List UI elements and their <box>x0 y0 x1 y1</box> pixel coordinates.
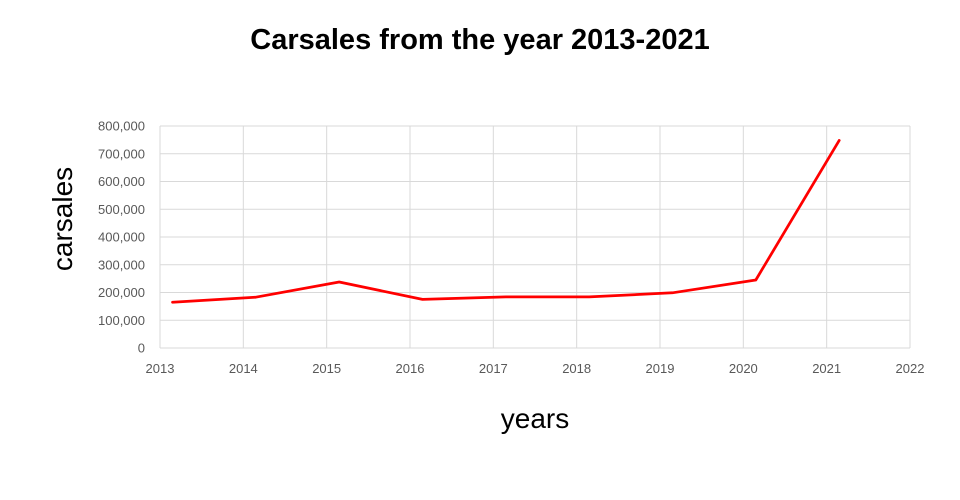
x-tick-label: 2016 <box>396 361 425 376</box>
x-tick-label: 2014 <box>229 361 258 376</box>
y-tick-label: 100,000 <box>98 313 145 328</box>
y-tick-label: 800,000 <box>98 119 145 134</box>
series-group <box>171 139 841 304</box>
x-tick-label: 2020 <box>729 361 758 376</box>
chart-title-container: Carsales from the year 2013-2021 <box>0 0 960 80</box>
series-line <box>171 139 841 304</box>
y-tick-label: 600,000 <box>98 174 145 189</box>
y-tick-label: 700,000 <box>98 146 145 161</box>
x-axis-ticks: 2013 2014 2015 2016 2017 2018 2019 2020 2021 2022 <box>146 361 925 376</box>
horizontal-gridlines <box>160 125 910 349</box>
y-axis-title: carsales <box>47 167 78 271</box>
y-tick-label: 300,000 <box>98 257 145 272</box>
x-axis-title: years <box>501 403 569 434</box>
y-tick-label: 400,000 <box>98 230 145 245</box>
y-axis-ticks: 0 100,000 200,000 300,000 400,000 500,000 600,… <box>98 119 145 356</box>
x-tick-label: 2018 <box>562 361 591 376</box>
x-tick-label: 2015 <box>312 361 341 376</box>
chart-title: Carsales from the year 2013-2021 <box>250 24 710 56</box>
x-tick-label: 2013 <box>146 361 175 376</box>
x-tick-label: 2021 <box>812 361 841 376</box>
x-tick-label: 2017 <box>479 361 508 376</box>
x-tick-label: 2022 <box>896 361 925 376</box>
y-tick-label: 0 <box>138 341 145 356</box>
y-tick-label: 200,000 <box>98 285 145 300</box>
x-tick-label: 2019 <box>646 361 675 376</box>
y-tick-label: 500,000 <box>98 202 145 217</box>
